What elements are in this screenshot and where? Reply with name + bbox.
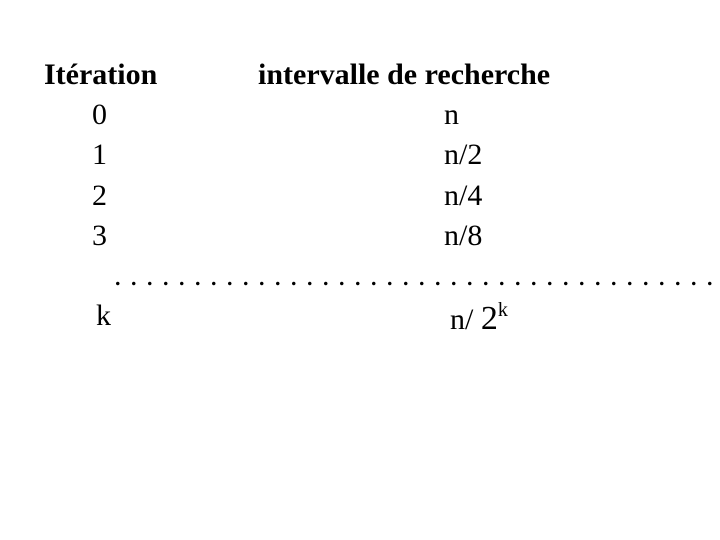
page: Itération intervalle de recherche 0 n 1 … (0, 0, 720, 540)
interval-base: 2 (481, 300, 498, 337)
table-row: 1 n/2 (44, 135, 720, 175)
table-row: 3 n/8 (44, 216, 720, 256)
table-row: 0 n (44, 95, 720, 135)
cell-iteration-final: k (44, 296, 310, 342)
header-iteration: Itération (44, 55, 258, 95)
ellipsis: . . . . . . . . . . . . . . . . . . . . … (114, 256, 720, 296)
cell-interval: n/8 (306, 216, 482, 256)
cell-interval: n (306, 95, 459, 135)
cell-interval: n/4 (306, 176, 482, 216)
interval-prefix: n/ (450, 303, 481, 336)
header-interval: intervalle de recherche (258, 55, 550, 95)
table-header-row: Itération intervalle de recherche (44, 55, 720, 95)
table-row: 2 n/4 (44, 176, 720, 216)
cell-iteration: 2 (44, 176, 306, 216)
table-row-final: k n/ 2k (44, 296, 720, 342)
iteration-table: Itération intervalle de recherche 0 n 1 … (44, 55, 720, 342)
cell-iteration: 1 (44, 135, 306, 175)
cell-interval: n/2 (306, 135, 482, 175)
cell-iteration: 0 (44, 95, 306, 135)
interval-exponent: k (498, 299, 508, 321)
ellipsis-row: . . . . . . . . . . . . . . . . . . . . … (44, 256, 720, 296)
cell-interval-final: n/ 2k (310, 296, 508, 342)
cell-iteration: 3 (44, 216, 306, 256)
